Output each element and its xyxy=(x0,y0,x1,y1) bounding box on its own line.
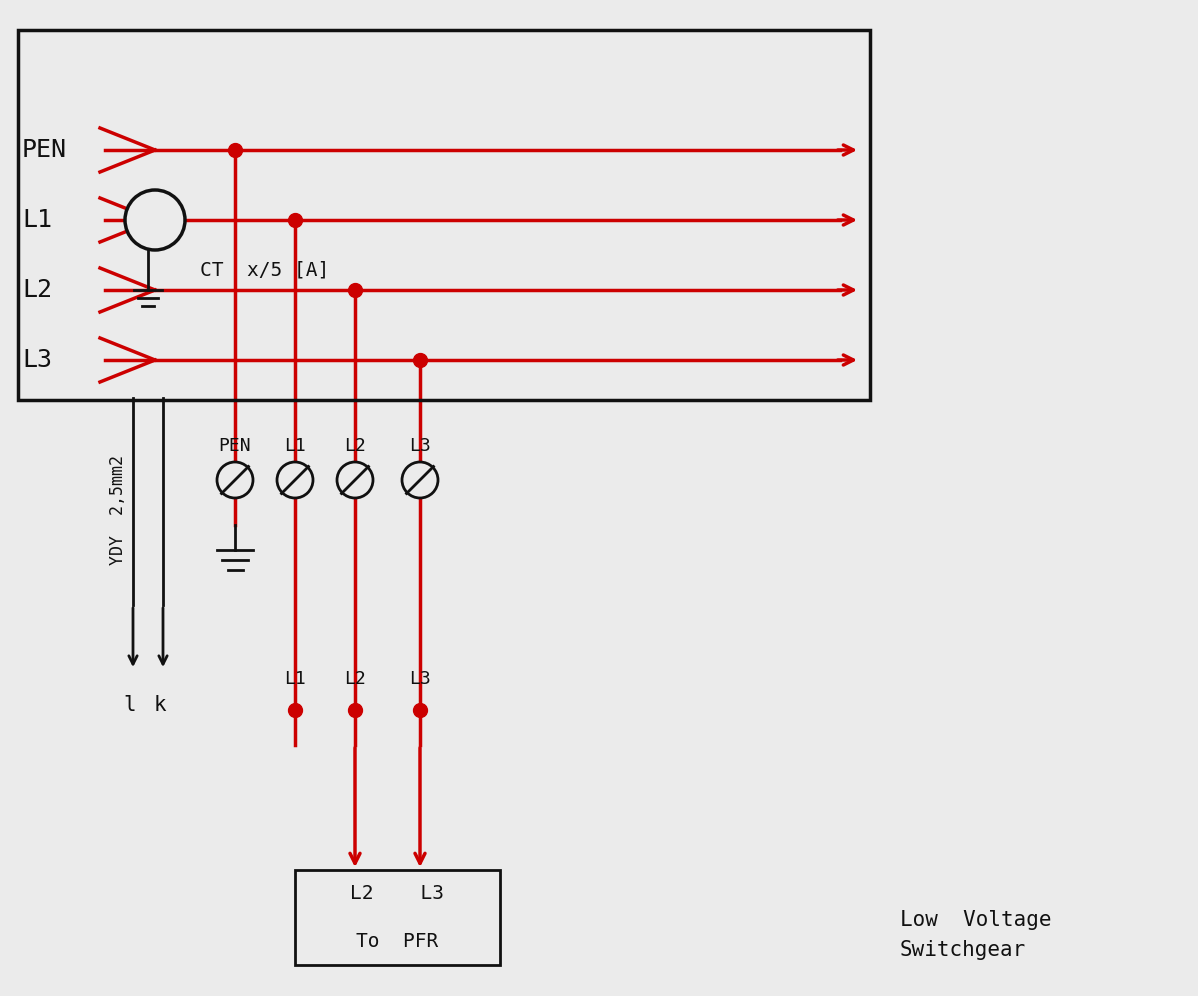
Bar xyxy=(18,30,870,400)
Text: To  PFR: To PFR xyxy=(356,931,438,951)
Text: L1: L1 xyxy=(22,208,52,232)
Text: PEN: PEN xyxy=(219,437,252,455)
Text: L2: L2 xyxy=(344,437,365,455)
Text: CT  x/5 [A]: CT x/5 [A] xyxy=(200,261,329,280)
Text: L2    L3: L2 L3 xyxy=(351,884,444,903)
Text: L2: L2 xyxy=(344,670,365,688)
Text: L2: L2 xyxy=(22,278,52,302)
Text: l: l xyxy=(123,695,137,715)
Text: L1: L1 xyxy=(284,670,305,688)
Text: Low  Voltage
Switchgear: Low Voltage Switchgear xyxy=(900,910,1052,959)
Circle shape xyxy=(277,462,313,498)
Text: YDY  2,5mm2: YDY 2,5mm2 xyxy=(109,455,127,565)
Circle shape xyxy=(125,190,184,250)
Text: L3: L3 xyxy=(410,670,431,688)
Text: PEN: PEN xyxy=(22,138,67,162)
Text: L3: L3 xyxy=(410,437,431,455)
Text: L3: L3 xyxy=(22,348,52,372)
Text: k: k xyxy=(153,695,167,715)
Text: L1: L1 xyxy=(284,437,305,455)
Circle shape xyxy=(217,462,253,498)
Circle shape xyxy=(403,462,438,498)
Circle shape xyxy=(337,462,373,498)
Bar xyxy=(295,870,500,965)
